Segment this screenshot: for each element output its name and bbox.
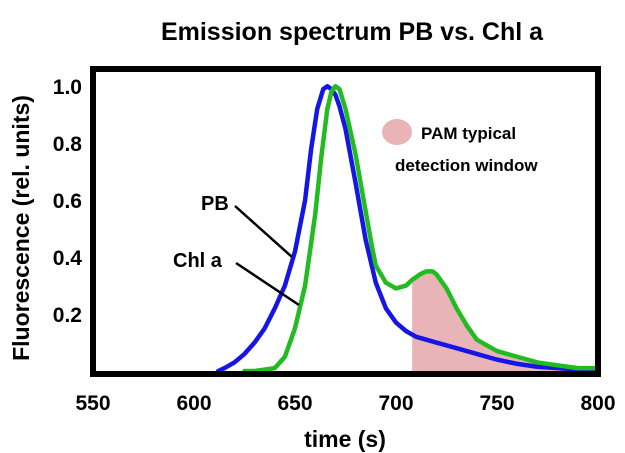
x-tick-label: 650 [277, 392, 312, 415]
y-tick-label: 0.6 [53, 190, 82, 213]
legend-swatch-pam [382, 119, 412, 145]
curve-annotations: PB Chl a [173, 193, 300, 307]
legend: PAM typical detection window [382, 119, 538, 175]
ticks: 550 600 650 700 750 800 0.2 0.4 0.6 0.8 1.0 [53, 76, 616, 415]
x-axis-label: time (s) [304, 426, 386, 452]
detection-window-area [412, 271, 598, 371]
chart-title: Emission spectrum PB vs. Chl a [161, 18, 544, 46]
x-tick-label: 550 [75, 392, 110, 415]
plot-area [90, 66, 601, 377]
series-line-pb [215, 83, 601, 374]
legend-label-line1: PAM typical [421, 124, 516, 143]
curve-label-pb: PB [201, 193, 229, 215]
legend-label-line2: detection window [395, 156, 538, 175]
y-tick-label: 0.2 [53, 304, 82, 327]
curve-pointer-pb [234, 205, 293, 258]
x-tick-label: 750 [479, 392, 514, 415]
x-tick-label: 700 [378, 392, 413, 415]
plot-frame [90, 66, 601, 377]
x-tick-label: 800 [580, 392, 615, 415]
y-axis-label: Fluorescence (rel. units) [8, 95, 34, 361]
curve-label-chla: Chl a [173, 250, 223, 272]
series-line-chl-a [242, 83, 601, 374]
x-tick-label: 600 [176, 392, 211, 415]
y-tick-label: 0.4 [53, 247, 83, 270]
curve-pointer-chla [235, 261, 300, 307]
y-tick-label: 0.8 [53, 133, 83, 156]
y-tick-label: 1.0 [53, 76, 82, 99]
